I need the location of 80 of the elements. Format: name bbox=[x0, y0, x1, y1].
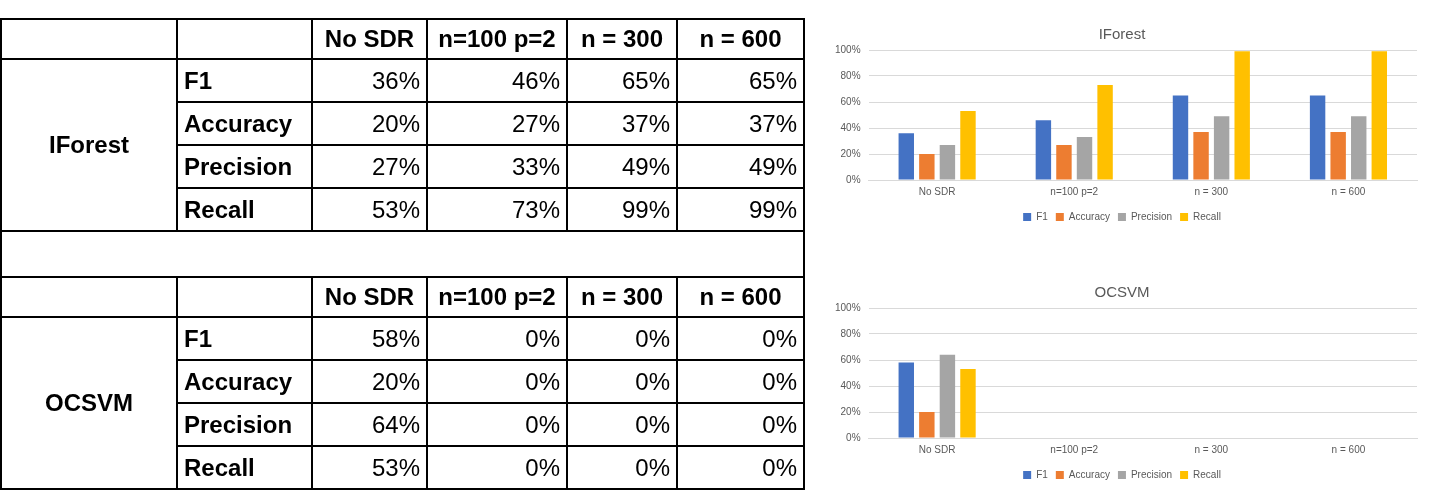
x-tick-label: No SDR bbox=[918, 443, 956, 455]
data-label: 58% bbox=[313, 318, 428, 359]
chart-title: IForest bbox=[1098, 25, 1147, 43]
x-tick-label: No SDR bbox=[313, 278, 428, 316]
data-label: 46% bbox=[428, 60, 568, 101]
x-tick-label: n=100 p=2 bbox=[1050, 443, 1099, 455]
y-tick-label: 80% bbox=[840, 69, 861, 81]
text: OCSVM bbox=[44, 388, 134, 418]
data-label: 0% bbox=[761, 324, 798, 354]
y-tick-label: 0% bbox=[846, 173, 861, 185]
x-tick-label: n = 600 bbox=[698, 24, 783, 54]
data-label: 64% bbox=[313, 404, 428, 445]
legend-label: F1 bbox=[1036, 468, 1049, 480]
y-tick-label: Precision bbox=[178, 146, 313, 187]
y-tick-label: Accuracy bbox=[178, 361, 313, 402]
y-tick-label: Recall bbox=[178, 447, 313, 488]
x-tick-label: No SDR bbox=[313, 20, 428, 58]
data-label: 20% bbox=[313, 361, 428, 402]
data-label: 27% bbox=[428, 103, 568, 144]
y-tick-label: 20% bbox=[840, 147, 861, 159]
legend-label: Accuracy bbox=[1068, 210, 1110, 222]
data-label: 33% bbox=[428, 146, 568, 187]
y-tick-label: 60% bbox=[840, 95, 861, 107]
chart-title: OCSVM bbox=[1094, 283, 1150, 301]
y-tick-label: Recall bbox=[178, 189, 313, 230]
x-tick-label: n=100 p=2 bbox=[428, 278, 568, 316]
legend-label: Recall bbox=[1193, 210, 1221, 222]
y-tick-label: 60% bbox=[840, 353, 861, 365]
data-label: 37% bbox=[747, 109, 798, 139]
data-label: 0% bbox=[428, 447, 568, 488]
y-tick-label: F1 bbox=[178, 60, 313, 101]
x-tick-label: No SDR bbox=[918, 185, 956, 197]
legend-label: F1 bbox=[1036, 210, 1049, 222]
data-label: 20% bbox=[313, 103, 428, 144]
data-label: 65% bbox=[568, 60, 678, 101]
y-tick-label: 100% bbox=[835, 43, 861, 55]
legend-label: Accuracy bbox=[1068, 468, 1110, 480]
data-label: 73% bbox=[428, 189, 568, 230]
data-label: 0% bbox=[568, 318, 678, 359]
x-tick-label: n = 600 bbox=[1331, 443, 1366, 455]
y-tick-label: Precision bbox=[178, 404, 313, 445]
legend-label: Precision bbox=[1130, 468, 1173, 480]
data-label: 65% bbox=[747, 66, 798, 96]
data-label: 0% bbox=[428, 361, 568, 402]
legend-label: Precision bbox=[1130, 210, 1173, 222]
text: IForest bbox=[48, 130, 130, 160]
y-tick-label: F1 bbox=[178, 318, 313, 359]
data-label: 27% bbox=[313, 146, 428, 187]
data-label: 0% bbox=[568, 361, 678, 402]
data-label: 0% bbox=[428, 318, 568, 359]
data-label: 53% bbox=[313, 189, 428, 230]
y-tick-label: 40% bbox=[840, 379, 861, 391]
legend-label: Recall bbox=[1193, 468, 1221, 480]
data-label: 49% bbox=[568, 146, 678, 187]
y-tick-label: 80% bbox=[840, 327, 861, 339]
data-label: 0% bbox=[428, 404, 568, 445]
x-tick-label: n = 300 bbox=[568, 20, 678, 58]
data-label: 53% bbox=[313, 447, 428, 488]
data-label: 99% bbox=[568, 189, 678, 230]
x-tick-label: n = 600 bbox=[1331, 185, 1366, 197]
x-tick-label: n=100 p=2 bbox=[428, 20, 568, 58]
x-tick-label: n = 600 bbox=[698, 282, 783, 312]
data-label: 36% bbox=[313, 60, 428, 101]
x-tick-label: n = 300 bbox=[1194, 185, 1229, 197]
x-tick-label: n = 300 bbox=[1194, 443, 1229, 455]
data-label: 49% bbox=[747, 152, 798, 182]
x-tick-label: n = 300 bbox=[568, 278, 678, 316]
data-label: 0% bbox=[761, 410, 798, 440]
y-tick-label: 40% bbox=[840, 121, 861, 133]
x-tick-label: n=100 p=2 bbox=[1050, 185, 1099, 197]
data-label: 0% bbox=[568, 404, 678, 445]
data-label: 37% bbox=[568, 103, 678, 144]
y-tick-label: 100% bbox=[835, 301, 861, 313]
y-tick-label: 0% bbox=[846, 431, 861, 443]
data-label: 0% bbox=[761, 453, 798, 483]
y-tick-label: 20% bbox=[840, 405, 861, 417]
data-label: 0% bbox=[568, 447, 678, 488]
data-label: 0% bbox=[761, 367, 798, 397]
data-label: 99% bbox=[747, 195, 798, 225]
y-tick-label: Accuracy bbox=[178, 103, 313, 144]
